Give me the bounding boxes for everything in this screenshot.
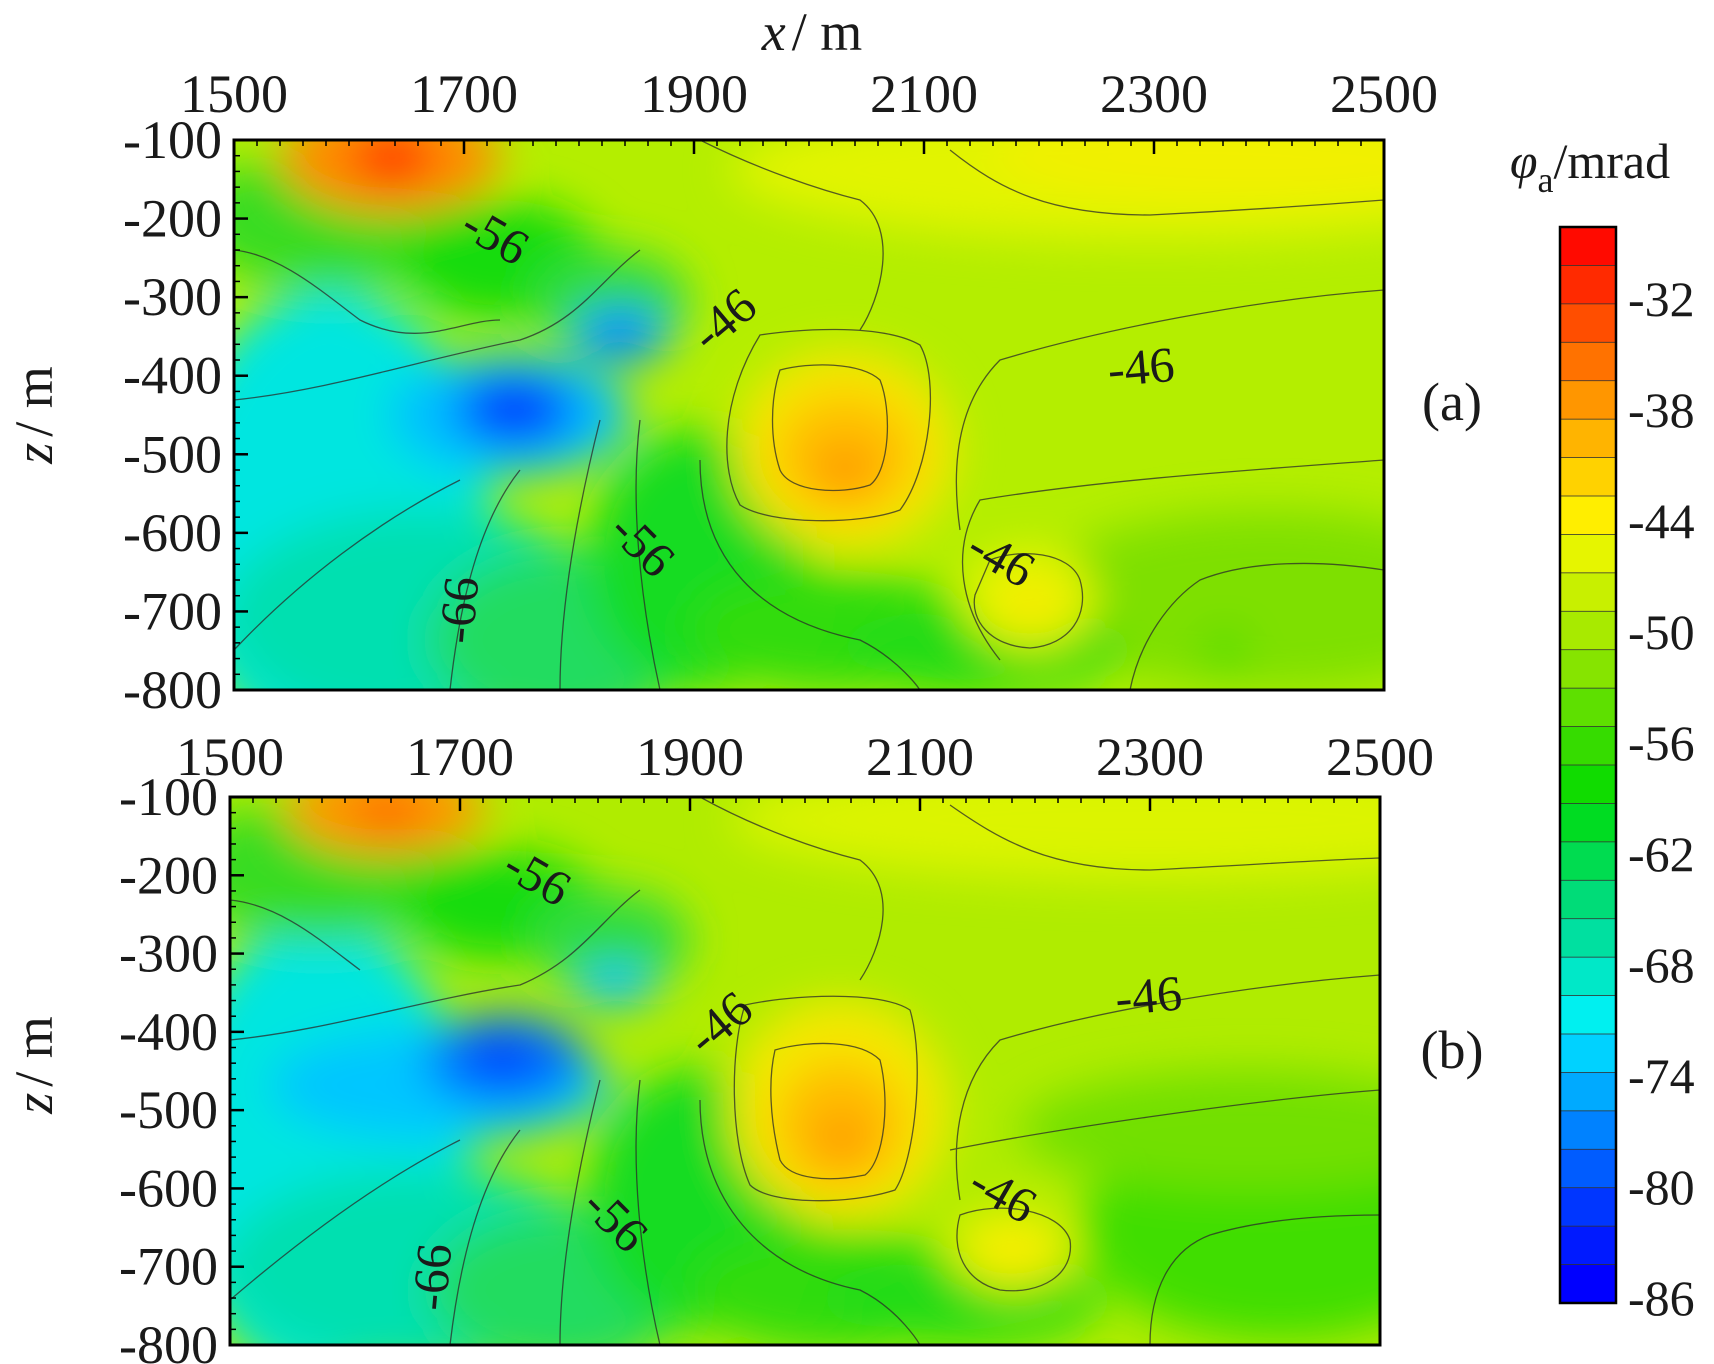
- colorbar-cell: [1559, 1110, 1617, 1151]
- colorbar-cell: [1559, 995, 1617, 1035]
- colorbar-cell: [1559, 1033, 1617, 1074]
- y-tick-label: -700: [123, 581, 222, 641]
- colorbar-cell: [1559, 341, 1617, 382]
- panel-a: x / m: [4, 2, 1482, 720]
- x-tick-label: 2100: [870, 64, 978, 124]
- colorbar-cell: [1559, 303, 1617, 344]
- x-tick-label: 2500: [1330, 64, 1438, 124]
- colorbar-cell: [1559, 649, 1617, 690]
- panel-b-label: (b): [1421, 1020, 1484, 1080]
- x-tick-label: 2300: [1096, 727, 1204, 787]
- colorbar-cells: [1559, 226, 1617, 1304]
- x-tick-label: 2500: [1326, 727, 1434, 787]
- x-tick-label: 2300: [1100, 64, 1208, 124]
- x-tick-label: 1700: [406, 727, 514, 787]
- x-tick-label: 1500: [180, 64, 288, 124]
- contour-label: -66: [401, 1241, 463, 1312]
- y-tick-label: -300: [119, 924, 218, 984]
- colorbar-label: -32: [1628, 271, 1695, 327]
- y-tick-label: -400: [123, 346, 222, 406]
- colorbar-labels: -32 -38 -44 -50 -56 -62 -68 -74 -80 -86: [1628, 271, 1695, 1326]
- y-tick-label: -600: [119, 1158, 218, 1218]
- x-tick-label: 1900: [640, 64, 748, 124]
- colorbar-cell: [1559, 495, 1617, 536]
- colorbar-label: -44: [1628, 493, 1695, 549]
- colorbar-cell: [1559, 1072, 1617, 1112]
- colorbar-cell: [1559, 879, 1617, 920]
- colorbar-label: -86: [1628, 1270, 1695, 1326]
- colorbar-label: -50: [1628, 604, 1695, 660]
- panel-a-label: (a): [1422, 372, 1482, 432]
- contour-label: -46: [1113, 965, 1184, 1027]
- colorbar-label: -56: [1628, 715, 1695, 771]
- x-axis-title: x / m: [761, 2, 862, 62]
- colorbar-label: -74: [1628, 1048, 1695, 1104]
- colorbar-cell: [1559, 1187, 1617, 1228]
- contour-label: -66: [428, 574, 490, 645]
- colorbar-label: -38: [1628, 382, 1695, 438]
- colorbar-cell: [1559, 380, 1617, 421]
- colorbar-cell: [1559, 265, 1617, 305]
- y-tick-label: -300: [123, 267, 222, 327]
- colorbar-cell: [1559, 572, 1617, 613]
- panel-b-ticks: 1500 1700 1900 2100 2300 2500 -100 -200 -300 -400…: [119, 727, 1434, 1364]
- y-tick-label: -500: [119, 1080, 218, 1140]
- colorbar-cell: [1559, 1264, 1617, 1304]
- colorbar: φa/mrad -32 -38 -44 -50 -56 -62 -68 -74 -80 -86: [1510, 133, 1695, 1326]
- colorbar-title: φa/mrad: [1510, 133, 1670, 200]
- colorbar-label: -80: [1628, 1159, 1695, 1215]
- contour-lines: [230, 797, 1380, 1345]
- y-tick-label: -100: [123, 110, 222, 170]
- colorbar-cell: [1559, 687, 1617, 728]
- contour-lines: [234, 140, 1384, 690]
- colorbar-cell: [1559, 803, 1617, 843]
- x-tick-label: 1700: [410, 64, 518, 124]
- y-axis-title: z/ m: [4, 366, 64, 465]
- x-tick-label: 2100: [866, 727, 974, 787]
- y-tick-label: -500: [123, 424, 222, 484]
- y-tick-label: -200: [123, 189, 222, 249]
- colorbar-cell: [1559, 764, 1617, 805]
- contour-label: -46: [1105, 336, 1176, 398]
- colorbar-label: -62: [1628, 826, 1695, 882]
- x-tick-label: 1900: [636, 727, 744, 787]
- y-tick-label: -600: [123, 503, 222, 563]
- panel-a-ticks: 1500 1700 1900 2100 2300 2500 -100 -200 -300 -400…: [123, 64, 1438, 720]
- panel-a-field: [234, 140, 1384, 690]
- colorbar-cell: [1559, 418, 1617, 459]
- panel-b-field: [230, 797, 1380, 1345]
- colorbar-cell: [1559, 956, 1617, 997]
- panel-b: 1500 1700 1900 2100 2300 2500 -100 -200 -300 -400…: [4, 727, 1484, 1364]
- colorbar-cell: [1559, 1225, 1617, 1266]
- colorbar-cell: [1559, 1148, 1617, 1189]
- colorbar-cell: [1559, 841, 1617, 882]
- colorbar-label: -68: [1628, 937, 1695, 993]
- y-tick-label: -800: [119, 1315, 218, 1364]
- y-axis-title-b: z/ m: [4, 1016, 64, 1115]
- y-tick-label: -400: [119, 1002, 218, 1062]
- colorbar-cell: [1559, 457, 1617, 497]
- colorbar-cell: [1559, 918, 1617, 959]
- colorbar-cell: [1559, 610, 1617, 651]
- x-tick-label: 1500: [176, 727, 284, 787]
- y-tick-label: -800: [123, 660, 222, 720]
- y-tick-label: -100: [119, 767, 218, 827]
- y-tick-label: -700: [119, 1237, 218, 1297]
- y-tick-label: -200: [119, 845, 218, 905]
- colorbar-cell: [1559, 534, 1617, 574]
- colorbar-cell: [1559, 226, 1617, 267]
- colorbar-frame: [1558, 225, 1618, 1305]
- colorbar-cell: [1559, 726, 1617, 766]
